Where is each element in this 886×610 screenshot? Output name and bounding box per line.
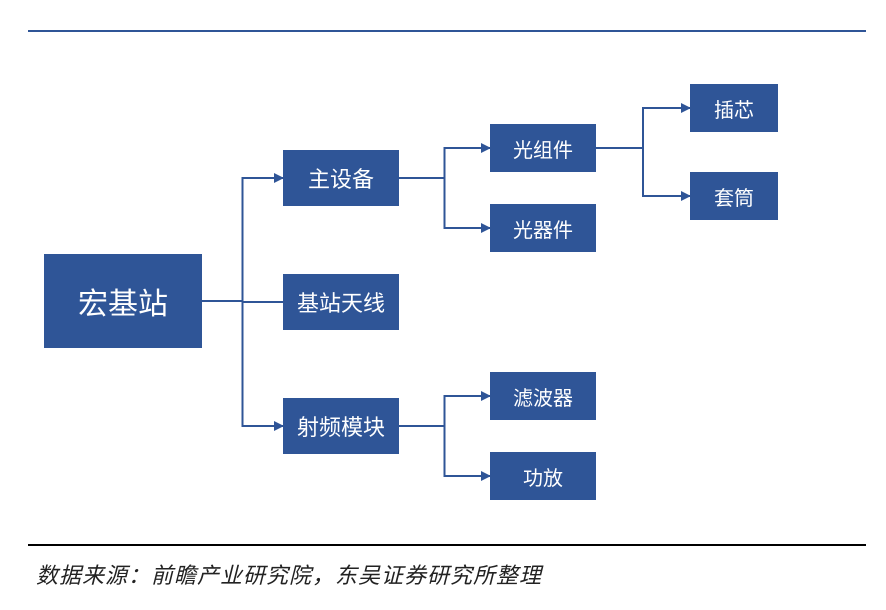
title-rule — [28, 30, 866, 32]
node-root: 宏基站 — [44, 254, 202, 348]
footer-source: 数据来源：前瞻产业研究院，东吴证券研究所整理 — [36, 558, 542, 590]
node-n112: 套筒 — [690, 172, 778, 220]
diagram-canvas: 宏基站 主设备基站天线射频模块 光组件光器件滤波器功放 插芯套筒 数据来源：前瞻产业研… — [0, 0, 886, 610]
node-n32: 功放 — [490, 452, 596, 500]
edge-n3-n31 — [399, 396, 490, 426]
footer-rule — [28, 544, 866, 546]
edge-root-n2 — [202, 301, 283, 302]
edge-n1-n12 — [399, 178, 490, 228]
edge-n3-n32 — [399, 426, 490, 476]
edge-root-n3 — [202, 301, 283, 426]
edge-n1-n11 — [399, 148, 490, 178]
node-n2: 基站天线 — [283, 274, 399, 330]
node-n12: 光器件 — [490, 204, 596, 252]
node-n31: 滤波器 — [490, 372, 596, 420]
edge-root-n1 — [202, 178, 283, 301]
node-n111: 插芯 — [690, 84, 778, 132]
edge-n11-n112 — [596, 148, 690, 196]
node-n11: 光组件 — [490, 124, 596, 172]
node-n3: 射频模块 — [283, 398, 399, 454]
edge-n11-n111 — [596, 108, 690, 148]
node-n1: 主设备 — [283, 150, 399, 206]
